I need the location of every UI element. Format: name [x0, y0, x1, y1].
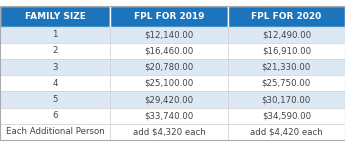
Text: 5: 5 — [52, 95, 58, 104]
Bar — [0, 124, 110, 140]
Bar — [0, 75, 110, 91]
Bar — [228, 124, 345, 140]
Text: $16,910.00: $16,910.00 — [262, 46, 311, 55]
Bar — [228, 75, 345, 91]
Text: $34,590.00: $34,590.00 — [262, 111, 311, 120]
Text: $12,140.00: $12,140.00 — [145, 30, 194, 39]
Bar — [110, 108, 228, 124]
Text: $30,170.00: $30,170.00 — [262, 95, 311, 104]
Bar — [110, 43, 228, 59]
Bar — [0, 27, 110, 43]
Bar — [0, 59, 110, 75]
Text: $16,460.00: $16,460.00 — [145, 46, 194, 55]
Bar — [0, 6, 110, 27]
Text: $20,780.00: $20,780.00 — [145, 63, 194, 72]
Bar — [110, 6, 228, 27]
Text: $12,490.00: $12,490.00 — [262, 30, 311, 39]
Bar — [110, 59, 228, 75]
Text: 2: 2 — [52, 46, 58, 55]
Text: Each Additional Person: Each Additional Person — [6, 127, 105, 137]
Bar — [0, 43, 110, 59]
Text: $29,420.00: $29,420.00 — [145, 95, 194, 104]
Text: 6: 6 — [52, 111, 58, 120]
Text: 3: 3 — [52, 63, 58, 72]
Text: add $4,420 each: add $4,420 each — [250, 127, 323, 137]
Text: 4: 4 — [52, 79, 58, 88]
Text: add $4,320 each: add $4,320 each — [133, 127, 205, 137]
Text: $25,750.00: $25,750.00 — [262, 79, 311, 88]
Bar — [110, 91, 228, 108]
Bar — [228, 59, 345, 75]
Bar — [228, 108, 345, 124]
Bar — [110, 75, 228, 91]
Text: FPL FOR 2019: FPL FOR 2019 — [134, 12, 204, 21]
Text: FAMILY SIZE: FAMILY SIZE — [25, 12, 86, 21]
Bar — [110, 124, 228, 140]
Bar — [228, 6, 345, 27]
Text: $33,740.00: $33,740.00 — [145, 111, 194, 120]
Bar — [228, 43, 345, 59]
Text: FPL FOR 2020: FPL FOR 2020 — [251, 12, 322, 21]
Bar — [0, 108, 110, 124]
Bar — [110, 27, 228, 43]
Text: $21,330.00: $21,330.00 — [262, 63, 311, 72]
Text: 1: 1 — [52, 30, 58, 39]
Bar — [228, 91, 345, 108]
Text: $25,100.00: $25,100.00 — [145, 79, 194, 88]
Bar — [0, 91, 110, 108]
Bar — [228, 27, 345, 43]
